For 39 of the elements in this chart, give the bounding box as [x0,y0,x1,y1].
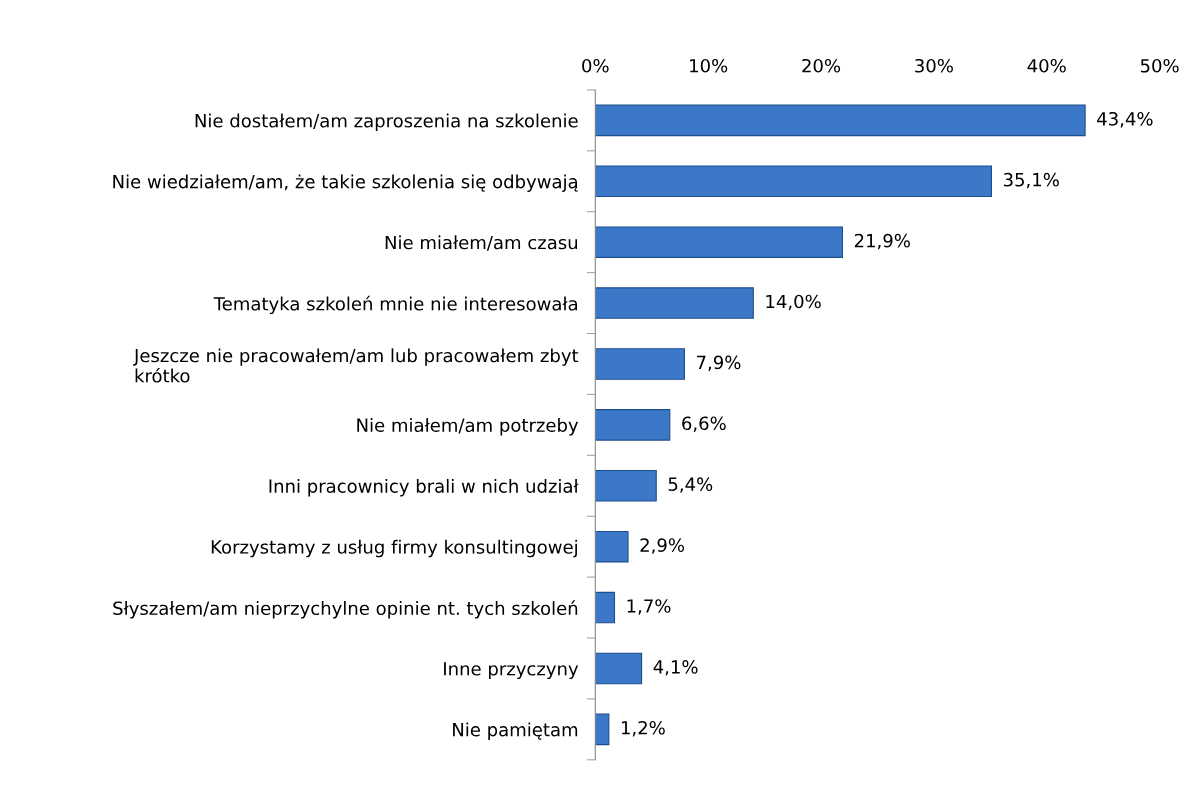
y-tick-label: Nie pamiętam [453,722,578,740]
bar [595,652,643,685]
y-tick-label: Inni pracownicy brali w nich udział [269,478,579,497]
y-tick-label: Inne przyczyny [444,662,579,680]
x-tick-label: 0% [582,58,609,73]
bar [595,104,1086,137]
data-label: 35,1% [1003,172,1059,189]
y-tick-label: Nie dostałem/am zaproszenia na szkolenie [195,113,578,132]
x-tick-label: 20% [802,58,841,73]
bar [595,287,754,319]
x-tick-label: 40% [1027,58,1066,73]
x-tick-label: 30% [915,58,953,73]
data-label: 4,1% [653,660,698,676]
data-label: 1,2% [621,720,665,737]
y-tick-label: Jeszcze nie pracowałem/am lub pracowałem zbyt krótko [133,348,579,383]
data-label: 2,9% [640,538,685,554]
bar [595,348,686,380]
data-label: 43,4% [1097,111,1153,128]
bar [595,226,844,258]
y-tick-label: Nie miałem/am potrzeby [357,418,579,436]
y-tick-label: Korzystamy z usług firmy konsultingowej [211,539,577,558]
data-label: 6,6% [682,416,726,432]
y-tick-label: Tematyka szkoleń mnie nie interesowała [213,295,578,315]
bar [595,713,610,746]
bar [595,165,992,198]
y-tick-label: Nie wiedziałem/am, że takie szkolenia się odbywają [113,174,578,192]
bar [595,530,629,563]
data-label: 21,9% [854,233,910,250]
data-label: 7,9% [697,355,741,372]
bar [595,591,616,624]
data-label: 5,4% [668,477,713,493]
bar [595,469,657,502]
data-label: 1,7% [627,599,671,615]
x-tick-label: 50% [1140,58,1179,73]
y-tick-label: Słyszałem/am nieprzychylne opinie nt. tych szkoleń [113,600,578,619]
bar [595,409,671,441]
y-tick-label: Nie miałem/am czasu [385,235,577,251]
data-label: 14,0% [766,294,821,311]
x-tick-label: 10% [690,58,728,73]
